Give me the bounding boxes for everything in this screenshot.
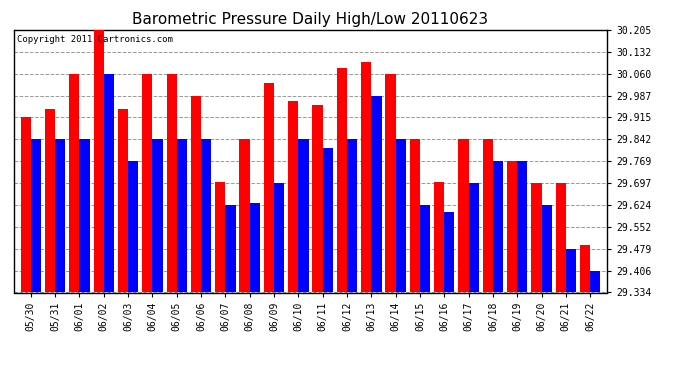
Bar — [434, 182, 444, 292]
Bar — [507, 161, 518, 292]
Text: Copyright 2011 Cartronics.com: Copyright 2011 Cartronics.com — [17, 35, 172, 44]
Bar — [361, 62, 371, 292]
Bar — [118, 109, 128, 292]
Bar — [395, 140, 406, 292]
Bar — [371, 96, 382, 292]
Bar — [580, 246, 590, 292]
Bar — [458, 140, 469, 292]
Bar — [444, 212, 455, 292]
Bar — [323, 147, 333, 292]
Bar — [590, 271, 600, 292]
Bar — [31, 140, 41, 292]
Bar — [69, 74, 79, 292]
Bar — [239, 140, 250, 292]
Bar — [152, 140, 163, 292]
Bar — [191, 96, 201, 292]
Bar — [274, 183, 284, 292]
Bar — [555, 183, 566, 292]
Bar — [337, 68, 347, 292]
Bar — [55, 140, 66, 292]
Bar — [518, 161, 527, 292]
Bar — [142, 74, 152, 292]
Bar — [250, 203, 260, 292]
Bar — [298, 140, 308, 292]
Bar — [386, 74, 395, 292]
Bar — [104, 74, 114, 292]
Bar — [215, 182, 226, 292]
Bar — [177, 140, 187, 292]
Bar — [226, 205, 235, 292]
Bar — [313, 105, 323, 292]
Bar — [566, 249, 576, 292]
Bar — [128, 161, 138, 292]
Bar — [483, 140, 493, 292]
Bar — [410, 140, 420, 292]
Bar — [531, 183, 542, 292]
Bar — [542, 205, 552, 292]
Bar — [493, 161, 503, 292]
Bar — [166, 74, 177, 292]
Bar — [469, 183, 479, 292]
Bar — [94, 30, 104, 292]
Bar — [21, 117, 31, 292]
Bar — [201, 140, 211, 292]
Bar — [288, 101, 298, 292]
Bar — [420, 205, 430, 292]
Bar — [45, 109, 55, 292]
Title: Barometric Pressure Daily High/Low 20110623: Barometric Pressure Daily High/Low 20110… — [132, 12, 489, 27]
Bar — [347, 140, 357, 292]
Bar — [79, 140, 90, 292]
Bar — [264, 83, 274, 292]
